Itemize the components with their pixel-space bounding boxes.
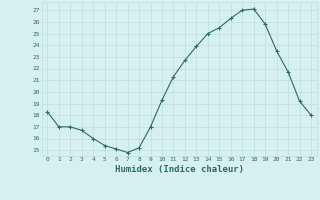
X-axis label: Humidex (Indice chaleur): Humidex (Indice chaleur): [115, 165, 244, 174]
